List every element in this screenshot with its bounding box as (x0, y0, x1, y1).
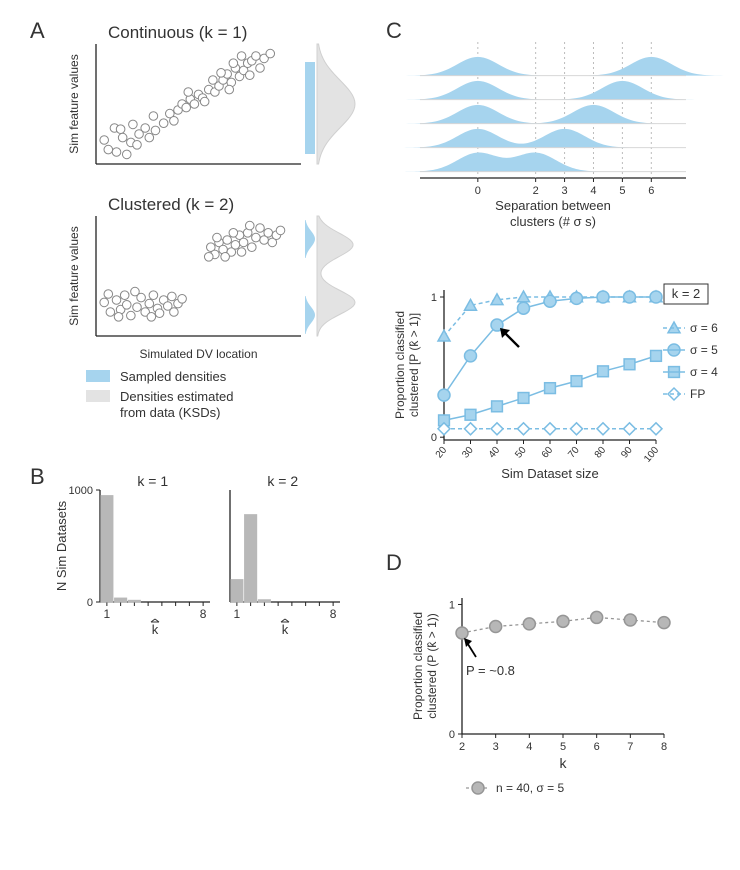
svg-text:4: 4 (526, 741, 532, 753)
svg-text:100: 100 (642, 445, 661, 465)
svg-text:1: 1 (234, 607, 241, 621)
svg-text:80: 80 (593, 445, 609, 461)
svg-text:0: 0 (449, 729, 455, 741)
svg-text:σ = 4: σ = 4 (690, 365, 718, 379)
svg-text:Densities estimated: Densities estimated (120, 389, 233, 404)
svg-text:Simulated DV location: Simulated DV location (139, 347, 257, 361)
svg-text:90: 90 (619, 445, 635, 461)
panel-A: Continuous (k = 1) Sim feature values Clus… (0, 0, 380, 450)
svg-text:k: k (282, 622, 289, 637)
svg-text:Sim feature values: Sim feature values (67, 54, 81, 153)
svg-text:6: 6 (594, 741, 600, 753)
svg-text:7: 7 (627, 741, 633, 753)
svg-text:30: 30 (460, 445, 476, 461)
svg-text:0: 0 (475, 185, 481, 197)
svg-text:8: 8 (661, 741, 667, 753)
svg-text:clustered (P (k̂ > 1)): clustered (P (k̂ > 1)) (425, 613, 439, 718)
svg-text:Clustered (k = 2): Clustered (k = 2) (108, 195, 234, 214)
svg-text:k: k (152, 622, 159, 637)
svg-text:n = 40, σ = 5: n = 40, σ = 5 (496, 781, 564, 795)
svg-text:5: 5 (619, 185, 625, 197)
svg-text:5: 5 (560, 741, 566, 753)
svg-text:k: k (560, 755, 568, 771)
panel-B: N Sim Datasetsk = 11000018kk = 218k (0, 450, 380, 660)
svg-text:1000: 1000 (69, 485, 93, 497)
svg-text:N Sim Datasets: N Sim Datasets (54, 500, 69, 591)
svg-text:FP: FP (690, 387, 705, 401)
svg-text:Separation between: Separation between (495, 198, 611, 213)
svg-text:Sim feature values: Sim feature values (67, 226, 81, 325)
svg-text:P = ~0.8: P = ~0.8 (466, 663, 515, 678)
svg-text:3: 3 (493, 741, 499, 753)
svg-text:8: 8 (200, 607, 207, 621)
svg-text:Sim Dataset size: Sim Dataset size (501, 466, 599, 481)
svg-text:1: 1 (104, 607, 111, 621)
svg-text:σ = 5: σ = 5 (690, 343, 718, 357)
svg-text:6: 6 (648, 185, 654, 197)
svg-text:70: 70 (566, 445, 582, 461)
svg-text:1: 1 (431, 292, 437, 304)
svg-text:4: 4 (590, 185, 596, 197)
svg-text:clustered [P (k̂ > 1)]: clustered [P (k̂ > 1)] (407, 313, 421, 417)
svg-text:60: 60 (540, 445, 556, 461)
svg-text:2: 2 (533, 185, 539, 197)
svg-text:0: 0 (87, 597, 93, 609)
svg-text:from data (KSDs): from data (KSDs) (120, 405, 220, 420)
svg-text:k = 1: k = 1 (137, 473, 168, 489)
svg-text:2: 2 (459, 741, 465, 753)
svg-text:3: 3 (562, 185, 568, 197)
svg-text:k = 2: k = 2 (672, 286, 701, 301)
svg-text:Continuous (k = 1): Continuous (k = 1) (108, 23, 247, 42)
svg-text:k = 2: k = 2 (267, 473, 298, 489)
svg-text:clusters (# σ s): clusters (# σ s) (510, 214, 596, 229)
panel-D: 0 1 Proportion classifiedclustered (P (k̂ … (380, 540, 740, 800)
svg-text:0: 0 (431, 432, 437, 444)
svg-text:Proportion classified: Proportion classified (411, 612, 425, 720)
svg-text:σ = 6: σ = 6 (690, 321, 718, 335)
svg-text:40: 40 (487, 445, 503, 461)
svg-text:1: 1 (449, 599, 455, 611)
svg-text:Sampled densities: Sampled densities (120, 369, 227, 384)
panel-C: 0 2 3 4 5 6 Separation betweenclusters (# σ s)… (380, 0, 740, 500)
svg-text:8: 8 (330, 607, 337, 621)
svg-text:50: 50 (513, 445, 529, 461)
svg-text:Proportion classified: Proportion classified (393, 311, 407, 419)
svg-text:20: 20 (434, 445, 450, 461)
